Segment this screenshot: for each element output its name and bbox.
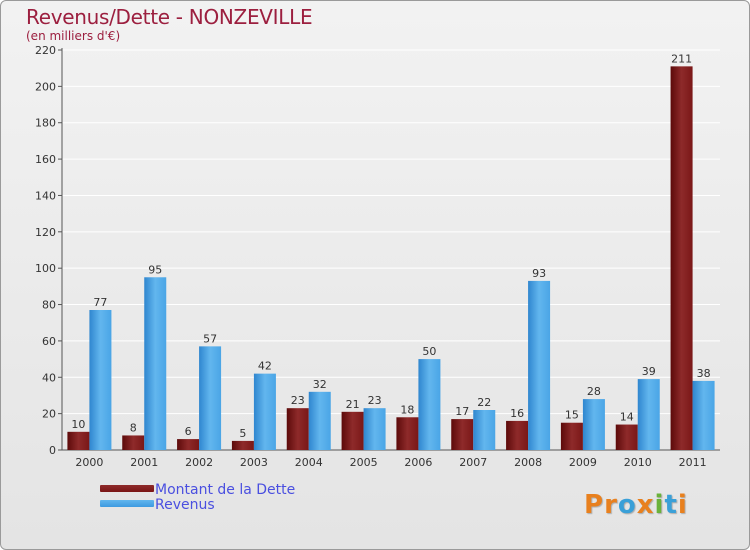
- x-tick-label: 2004: [295, 456, 323, 469]
- bar-revenus-2004: [308, 391, 331, 450]
- bar-dette-2000: [67, 431, 90, 450]
- bar-revenus-2009: [582, 399, 605, 450]
- y-tick-label: 0: [49, 444, 56, 457]
- y-tick-label: 140: [35, 189, 56, 202]
- value-label-revenus-2004: 32: [313, 378, 327, 391]
- logo-letter: P: [584, 490, 605, 520]
- value-label-revenus-2010: 39: [642, 365, 656, 378]
- x-tick-label: 2003: [240, 456, 268, 469]
- bar-dette-2011: [670, 66, 693, 450]
- value-label-dette-2009: 15: [565, 409, 579, 422]
- bar-dette-2005: [341, 411, 364, 450]
- logo-letter: t: [664, 490, 678, 520]
- logo-letter: o: [617, 490, 637, 520]
- bar-revenus-2008: [528, 280, 551, 450]
- bar-revenus-2003: [253, 373, 276, 450]
- bar-dette-2002: [177, 439, 200, 450]
- y-tick-label: 80: [42, 299, 56, 312]
- value-label-revenus-2011: 38: [697, 367, 711, 380]
- y-tick-label: 40: [42, 371, 56, 384]
- legend-swatch-dette: [100, 485, 154, 492]
- value-label-revenus-2009: 28: [587, 385, 601, 398]
- logo-letter: r: [604, 490, 618, 520]
- value-label-dette-2004: 23: [291, 394, 305, 407]
- bar-dette-2001: [122, 435, 145, 450]
- x-tick-label: 2005: [350, 456, 378, 469]
- value-label-dette-2006: 18: [400, 403, 414, 416]
- x-tick-label: 2002: [185, 456, 213, 469]
- bar-dette-2004: [286, 408, 309, 450]
- bar-revenus-2006: [418, 359, 441, 450]
- bar-revenus-2001: [144, 277, 167, 450]
- proxiti-logo: Proxiti: [584, 490, 688, 520]
- legend-label-dette: Montant de la Dette: [155, 482, 296, 498]
- bar-dette-2006: [396, 417, 419, 450]
- bar-revenus-2011: [692, 380, 715, 450]
- bar-dette-2007: [451, 419, 474, 450]
- y-tick-label: 180: [35, 117, 56, 130]
- y-tick-label: 120: [35, 226, 56, 239]
- legend-label-revenus: Revenus: [155, 497, 215, 513]
- value-label-revenus-2002: 57: [203, 332, 217, 345]
- bar-dette-2003: [231, 440, 254, 450]
- value-label-revenus-2001: 95: [148, 263, 162, 276]
- bar-revenus-2007: [473, 410, 496, 450]
- value-label-dette-2011: 211: [671, 52, 692, 65]
- y-tick-label: 100: [35, 262, 56, 275]
- legend-swatch-revenus: [100, 500, 154, 507]
- bar-dette-2009: [560, 422, 583, 450]
- value-label-revenus-2000: 77: [93, 296, 107, 309]
- value-label-dette-2003: 5: [239, 427, 246, 440]
- x-tick-label: 2007: [459, 456, 487, 469]
- value-label-revenus-2005: 23: [368, 394, 382, 407]
- x-tick-label: 2011: [679, 456, 707, 469]
- logo-letter: i: [677, 490, 688, 520]
- bar-revenus-2010: [637, 379, 660, 450]
- bar-dette-2010: [615, 424, 638, 450]
- value-label-dette-2000: 10: [71, 418, 85, 431]
- y-tick-label: 60: [42, 335, 56, 348]
- bar-revenus-2002: [199, 346, 222, 450]
- value-label-revenus-2003: 42: [258, 360, 272, 373]
- value-label-dette-2005: 21: [346, 398, 360, 411]
- logo-letter: i: [654, 490, 665, 520]
- y-tick-label: 200: [35, 80, 56, 93]
- y-tick-label: 160: [35, 153, 56, 166]
- y-tick-label: 220: [35, 44, 56, 57]
- y-tick-label: 20: [42, 408, 56, 421]
- x-tick-label: 2000: [75, 456, 103, 469]
- value-label-revenus-2008: 93: [532, 267, 546, 280]
- value-label-revenus-2006: 50: [422, 345, 436, 358]
- value-label-dette-2010: 14: [620, 411, 634, 424]
- x-tick-label: 2008: [514, 456, 542, 469]
- chart-subtitle: (en milliers d'€): [26, 29, 121, 43]
- value-label-revenus-2007: 22: [477, 396, 491, 409]
- value-label-dette-2002: 6: [185, 425, 192, 438]
- bar-dette-2008: [506, 420, 529, 450]
- bar-revenus-2000: [89, 310, 112, 450]
- chart-title: Revenus/Dette - NONZEVILLE: [26, 5, 313, 29]
- value-label-dette-2008: 16: [510, 407, 524, 420]
- bar-revenus-2005: [363, 408, 386, 450]
- logo-letter: x: [636, 490, 655, 520]
- value-label-dette-2007: 17: [455, 405, 469, 418]
- x-tick-label: 2009: [569, 456, 597, 469]
- x-tick-label: 2001: [130, 456, 158, 469]
- value-label-dette-2001: 8: [130, 421, 137, 434]
- x-tick-label: 2006: [404, 456, 432, 469]
- x-tick-label: 2010: [624, 456, 652, 469]
